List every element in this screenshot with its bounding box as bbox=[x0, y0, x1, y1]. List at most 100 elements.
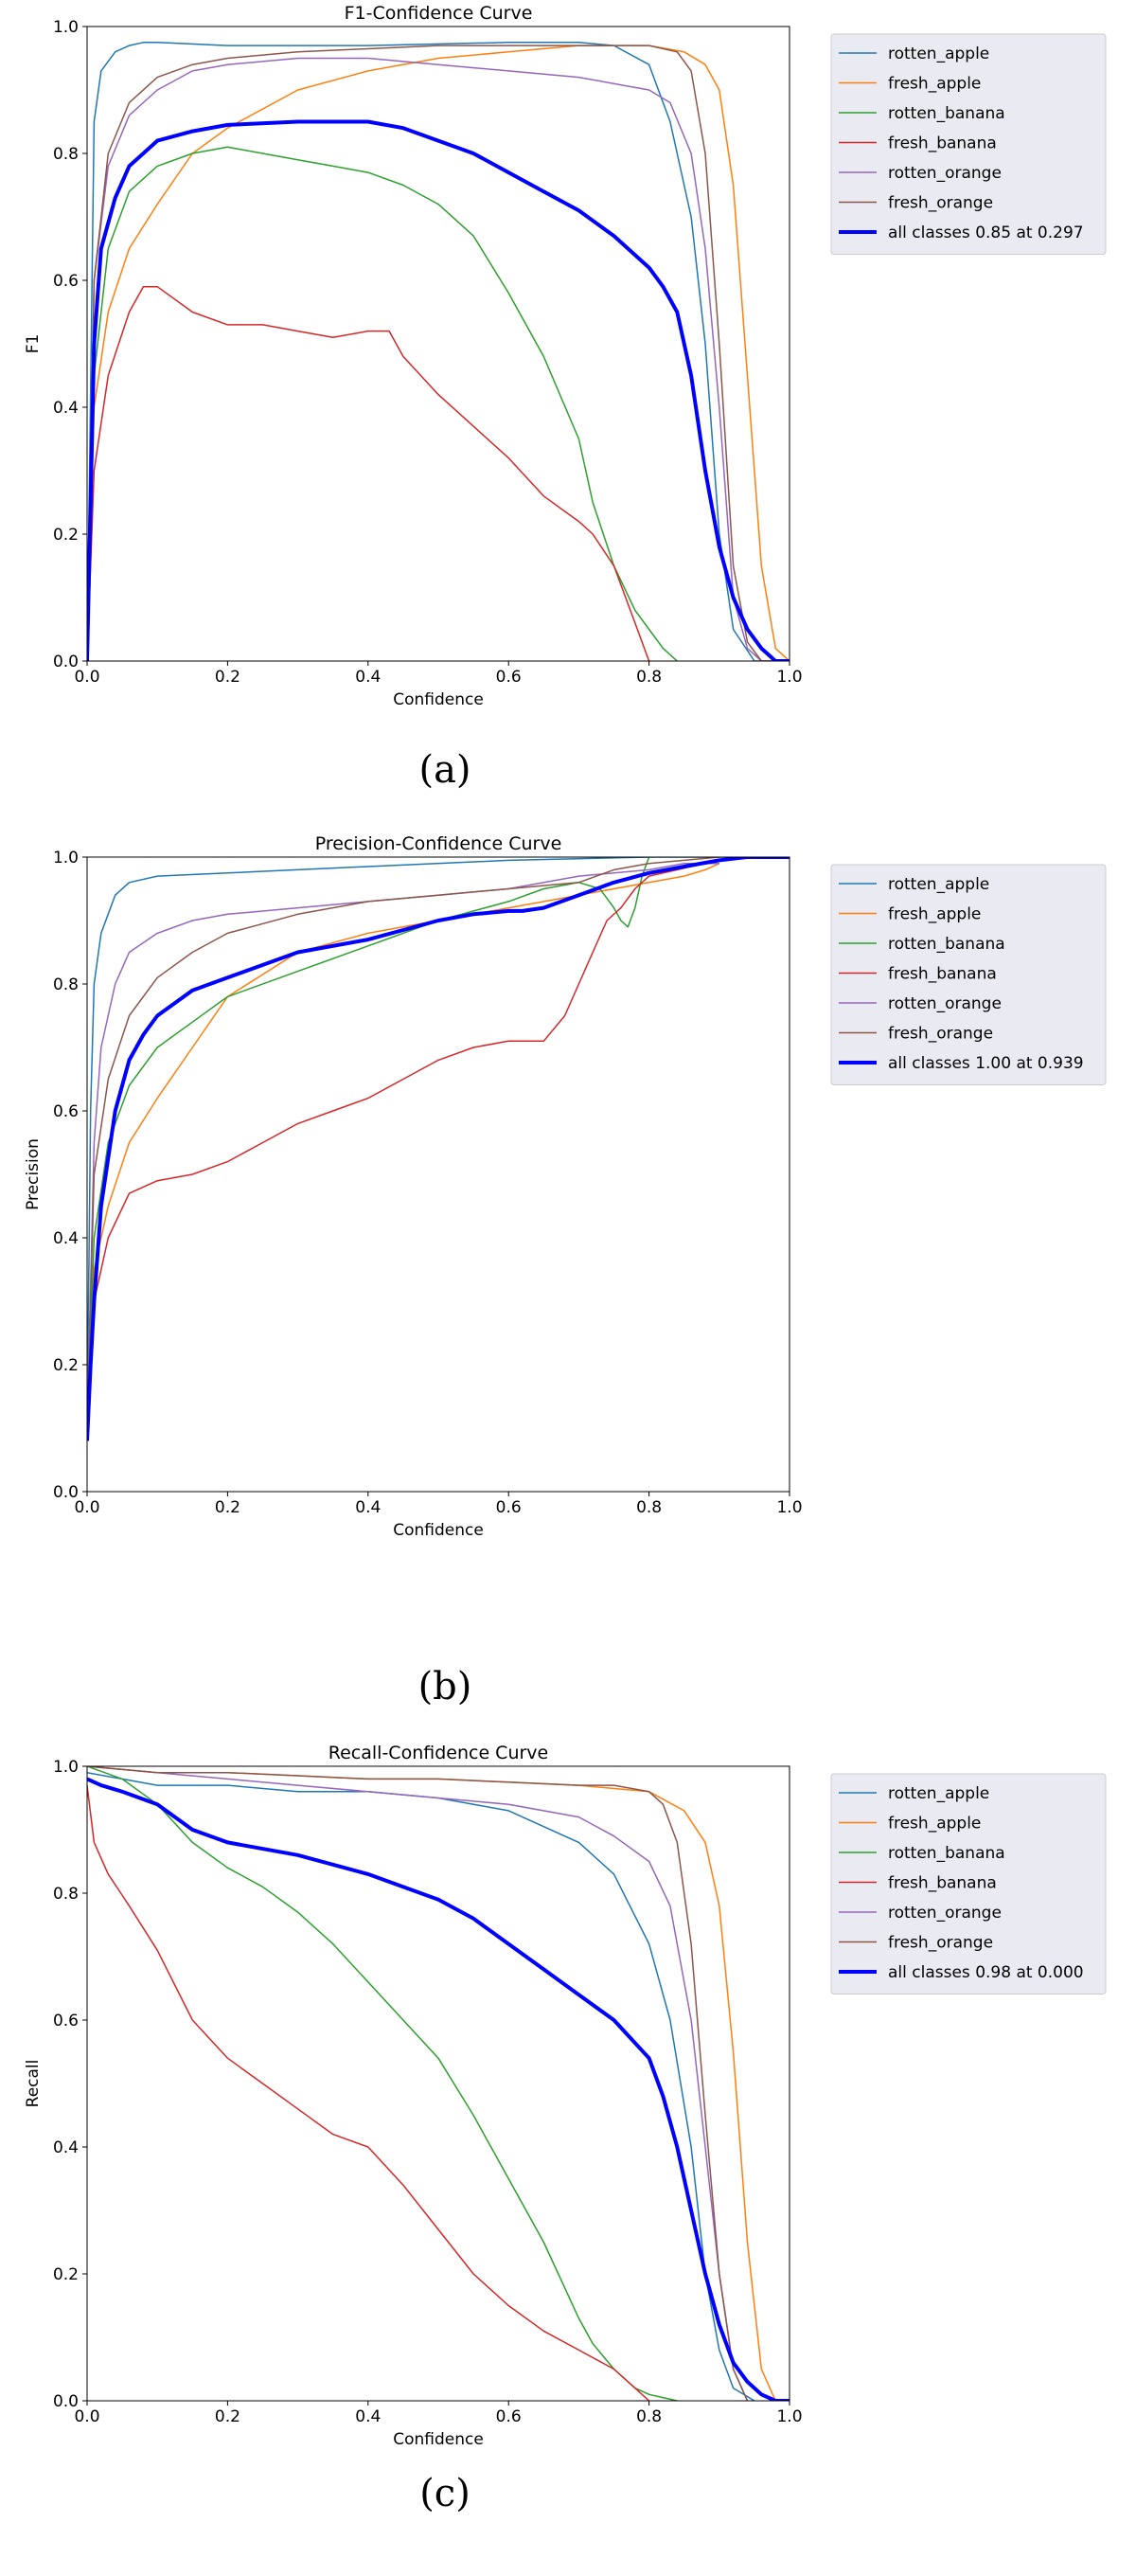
series-line-fresh-apple bbox=[87, 863, 720, 1429]
y-tick-label: 1.0 bbox=[53, 1758, 79, 1777]
chart-title: Precision-Confidence Curve bbox=[315, 833, 562, 854]
legend-box bbox=[830, 1773, 1107, 1995]
y-tick-label: 0.8 bbox=[53, 1885, 79, 1904]
chart-panel-f1: 0.0 0.2 0.4 0.6 0.8 1.0 0.0 0.2 0.4 0.6 0.8 1.0 F1-C… bbox=[0, 0, 1136, 843]
y-tick-label: 0.4 bbox=[53, 399, 79, 418]
x-tick-label: 0.2 bbox=[215, 2407, 240, 2426]
legend-entry: rotten_orange bbox=[888, 994, 1002, 1013]
legend: rotten_apple fresh_apple rotten_bananafres… bbox=[830, 1773, 1107, 1995]
legend-entry: rotten_banana bbox=[888, 1844, 1005, 1863]
y-tick-label: 0.6 bbox=[53, 272, 79, 291]
series-group bbox=[87, 857, 790, 1441]
y-tick-label: 0.2 bbox=[53, 1356, 79, 1375]
plot-frame bbox=[86, 856, 790, 1493]
series-group bbox=[87, 1766, 790, 2401]
y-axis-label: F1 bbox=[24, 334, 43, 354]
series-group bbox=[87, 42, 790, 661]
legend-entry: fresh_orange bbox=[888, 194, 993, 213]
chart-f1: 0.0 0.2 0.4 0.6 0.8 1.0 0.0 0.2 0.4 0.6 0.8 1.0 F1-C… bbox=[24, 3, 1107, 709]
x-tick-label: 0.4 bbox=[355, 1498, 381, 1517]
plot-frame bbox=[86, 26, 790, 662]
chart-title: F1-Confidence Curve bbox=[345, 3, 533, 24]
legend: rotten_apple fresh_apple rotten_bananafres… bbox=[830, 864, 1107, 1085]
series-line-rotten-orange bbox=[87, 1766, 749, 2401]
y-tick-label: 0.0 bbox=[53, 653, 79, 671]
y-axis-label: Recall bbox=[24, 2060, 43, 2108]
series-line-all-classes-0-85-at-0-297 bbox=[87, 119, 790, 661]
series-line-rotten-banana bbox=[87, 857, 650, 1429]
y-tick-label: 0.6 bbox=[53, 2012, 79, 2030]
legend-entry: fresh_orange bbox=[888, 1025, 993, 1044]
series-line-fresh-orange bbox=[87, 1766, 749, 2401]
legend-entry: fresh_orange bbox=[888, 1934, 993, 1953]
chart-panel-precision: 0.0 0.2 0.4 0.6 0.8 1.0 0.0 0.2 0.4 0.6 0.8 1.0 Prec… bbox=[0, 824, 1136, 1708]
legend-entry: rotten_banana bbox=[888, 104, 1005, 123]
x-tick-label: 0.8 bbox=[636, 2407, 662, 2426]
x-tick-label: 0.4 bbox=[355, 2407, 381, 2426]
legend-entry: rotten_orange bbox=[888, 1904, 1002, 1923]
y-tick-label: 0.4 bbox=[53, 1229, 79, 1248]
y-axis-label: Precision bbox=[24, 1138, 43, 1210]
series-line-rotten-orange bbox=[87, 862, 719, 1429]
legend-entry: rotten_apple bbox=[888, 45, 989, 63]
x-tick-label: 0.0 bbox=[74, 2407, 99, 2426]
series-line-fresh-banana bbox=[87, 1785, 650, 2401]
legend-entry: fresh_banana bbox=[888, 965, 997, 984]
plot-frame bbox=[86, 1765, 790, 2402]
y-tick-label: 0.2 bbox=[53, 2265, 79, 2284]
y-tick-label: 0.0 bbox=[53, 2392, 79, 2411]
y-tick-label: 0.8 bbox=[53, 975, 79, 994]
legend-entry: fresh_banana bbox=[888, 134, 997, 153]
x-tick-label: 0.6 bbox=[496, 2407, 522, 2426]
y-tick-label: 1.0 bbox=[53, 849, 79, 868]
series-line-rotten-banana bbox=[87, 146, 678, 661]
y-tick-label: 0.4 bbox=[53, 2138, 79, 2157]
legend-entry: rotten_orange bbox=[888, 164, 1002, 183]
x-tick-label: 0.2 bbox=[215, 668, 240, 687]
series-line-all-classes-1-00-at-0-939 bbox=[87, 857, 790, 1441]
plot-area bbox=[87, 857, 790, 1492]
x-tick-label: 0.6 bbox=[496, 1498, 522, 1517]
legend-entry: fresh_apple bbox=[888, 1815, 981, 1834]
x-tick-label: 0.4 bbox=[355, 668, 381, 687]
legend-entry: all classes 1.00 at 0.939 bbox=[888, 1054, 1084, 1073]
series-line-fresh-orange bbox=[87, 45, 790, 661]
y-tick-label: 0.2 bbox=[53, 526, 79, 545]
series-line-rotten-orange bbox=[87, 57, 790, 661]
x-tick-label: 1.0 bbox=[776, 668, 802, 687]
x-tick-label: 0.8 bbox=[636, 1498, 662, 1517]
x-axis-label: Confidence bbox=[393, 1521, 484, 1540]
chart-precision: 0.0 0.2 0.4 0.6 0.8 1.0 0.0 0.2 0.4 0.6 0.8 1.0 Prec… bbox=[24, 833, 1107, 1540]
x-tick-label: 0.0 bbox=[74, 1498, 99, 1517]
x-tick-label: 1.0 bbox=[776, 2407, 802, 2426]
y-tick-label: 1.0 bbox=[53, 18, 79, 37]
series-line-fresh-apple bbox=[87, 45, 790, 661]
x-tick-label: 0.2 bbox=[215, 1498, 240, 1517]
y-tick-label: 0.6 bbox=[53, 1102, 79, 1121]
caption-c: (c) bbox=[419, 2472, 470, 2515]
x-axis-label: Confidence bbox=[393, 2430, 484, 2449]
x-tick-label: 0.8 bbox=[636, 668, 662, 687]
legend-entry: rotten_apple bbox=[888, 1784, 989, 1803]
legend-box bbox=[830, 33, 1107, 255]
legend-entry: all classes 0.85 at 0.297 bbox=[888, 224, 1084, 242]
series-line-all-classes-0-98-at-0-000 bbox=[87, 1777, 790, 2401]
chart-recall: 0.0 0.2 0.4 0.6 0.8 1.0 0.0 0.2 0.4 0.6 0.8 1.0 Reca… bbox=[24, 1743, 1107, 2449]
x-tick-label: 0.6 bbox=[496, 668, 522, 687]
x-tick-label: 1.0 bbox=[776, 1498, 802, 1517]
chart-panel-recall: 0.0 0.2 0.4 0.6 0.8 1.0 0.0 0.2 0.4 0.6 0.8 1.0 Reca… bbox=[0, 1733, 1136, 2576]
legend-entry: rotten_apple bbox=[888, 875, 989, 894]
plot-area bbox=[87, 1766, 790, 2401]
legend-box bbox=[830, 864, 1107, 1085]
x-axis-label: Confidence bbox=[393, 690, 484, 709]
legend-entry: fresh_banana bbox=[888, 1874, 997, 1893]
series-line-rotten-apple bbox=[87, 857, 790, 1429]
legend-entry: all classes 0.98 at 0.000 bbox=[888, 1963, 1084, 1982]
caption-b: (b) bbox=[417, 1665, 472, 1708]
series-line-rotten-apple bbox=[87, 1771, 755, 2401]
caption-a: (a) bbox=[418, 748, 471, 792]
y-tick-label: 0.0 bbox=[53, 1483, 79, 1502]
chart-title: Recall-Confidence Curve bbox=[328, 1743, 548, 1763]
y-tick-label: 0.8 bbox=[53, 145, 79, 164]
legend-entry: fresh_apple bbox=[888, 905, 981, 924]
